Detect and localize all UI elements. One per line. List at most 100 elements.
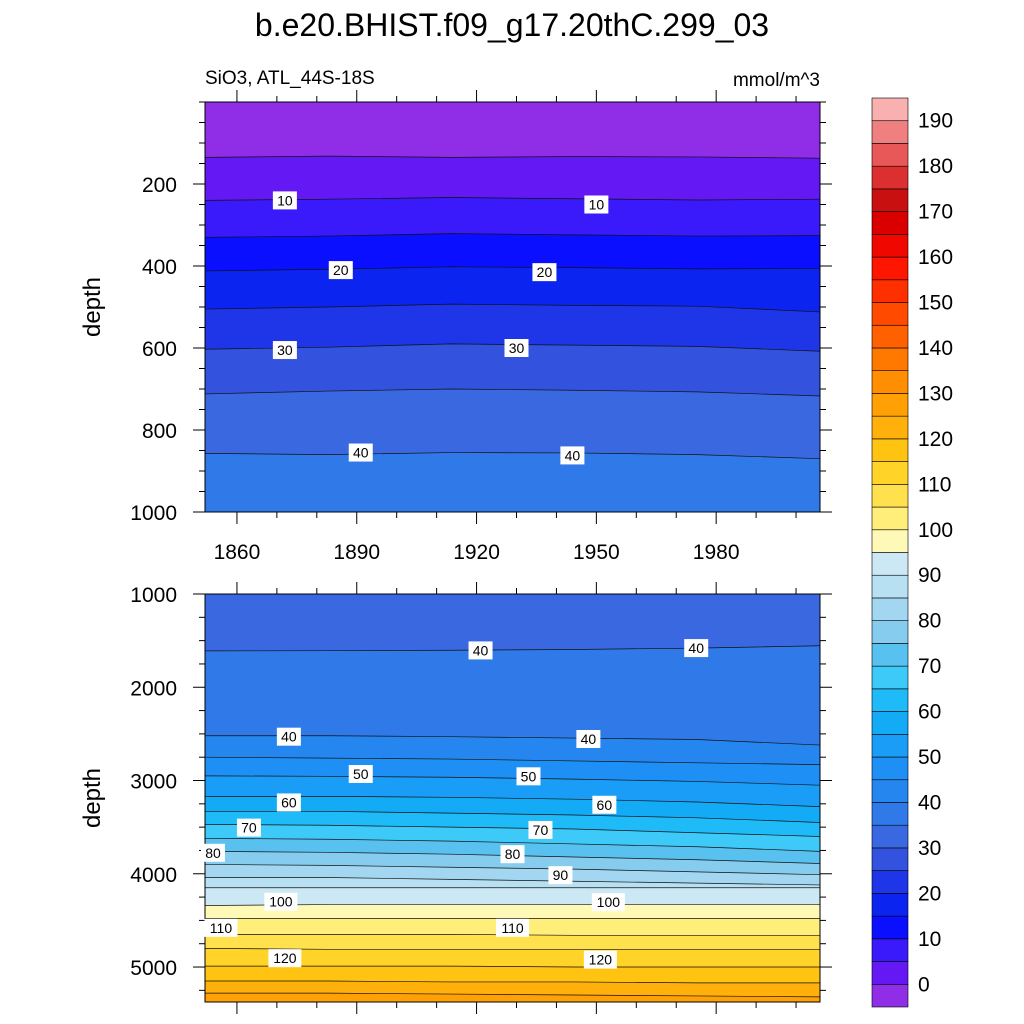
colorbar-swatch (871, 529, 909, 553)
svg-text:40: 40 (473, 642, 489, 658)
colorbar-label: 20 (918, 882, 941, 905)
contour-label: 60 (592, 795, 617, 814)
colorbar-label: 10 (918, 928, 941, 951)
colorbar-label: 70 (918, 655, 941, 678)
x-tick-label: 1920 (453, 541, 500, 564)
colorbar: 0 10 20 30 40 50 60 70 80 90 100 110 120 130 140 150 160… (871, 97, 953, 1008)
contour-label: 110 (204, 918, 238, 937)
svg-text:60: 60 (281, 794, 297, 810)
colorbar-swatch (871, 415, 909, 440)
colorbar-swatch (871, 597, 909, 621)
colorbar-swatch (871, 665, 909, 690)
contour-label: 40 (348, 443, 373, 462)
colorbar-swatch (871, 802, 909, 826)
svg-text:50: 50 (521, 768, 537, 784)
colorbar-swatch (871, 643, 909, 667)
svg-text:80: 80 (205, 845, 221, 861)
colorbar-label: 90 (918, 564, 941, 587)
svg-text:30: 30 (509, 340, 525, 356)
colorbar-swatch (871, 484, 909, 508)
contour-band (205, 965, 820, 984)
contour-label: 90 (548, 866, 573, 885)
x-tick-label: 1980 (693, 541, 740, 564)
colorbar-label: 130 (918, 382, 953, 405)
y-tick-label: 2000 (130, 677, 177, 700)
colorbar-swatch (871, 393, 909, 417)
svg-text:80: 80 (505, 846, 521, 862)
contour-line (205, 904, 820, 906)
colorbar-swatch (871, 983, 909, 1008)
svg-text:40: 40 (565, 447, 581, 463)
colorbar-swatch (871, 688, 909, 712)
colorbar-swatch (871, 120, 909, 144)
colorbar-label: 140 (918, 337, 953, 360)
contour-line (205, 992, 820, 998)
colorbar-label: 60 (918, 701, 941, 724)
contour-line (205, 155, 820, 159)
colorbar-swatch (871, 165, 909, 190)
svg-text:120: 120 (589, 952, 613, 968)
colorbar-swatch (871, 824, 909, 849)
colorbar-swatch (871, 574, 909, 599)
contour-line (205, 810, 820, 823)
svg-text:60: 60 (597, 797, 613, 813)
contour-label: 40 (684, 639, 709, 658)
contour-line (205, 837, 820, 852)
colorbar-swatch (871, 779, 909, 803)
y-tick-label: 200 (142, 174, 177, 197)
contour-label: 120 (268, 949, 302, 968)
contour-line (205, 645, 820, 652)
contour-band (205, 102, 820, 159)
y-axis-label: depth (79, 277, 106, 337)
contour-label: 40 (468, 641, 493, 660)
colorbar-swatch (871, 711, 909, 735)
colorbar-label: 50 (918, 746, 941, 769)
contour-band (205, 233, 820, 272)
svg-text:100: 100 (597, 894, 621, 910)
contour-line (205, 877, 820, 886)
colorbar-swatch (871, 211, 909, 235)
contour-label: 110 (496, 918, 529, 937)
colorbar-swatch (871, 847, 909, 871)
colorbar-swatch (871, 915, 909, 940)
colorbar-swatch (871, 870, 909, 894)
colorbar-swatch (871, 461, 909, 485)
colorbar-swatch (871, 347, 909, 372)
y-tick-label: 5000 (130, 957, 177, 980)
colorbar-label: 80 (918, 610, 941, 633)
colorbar-label: 100 (918, 519, 953, 542)
contour-label: 40 (276, 727, 301, 746)
colorbar-swatch (871, 552, 909, 576)
contour-line (205, 980, 820, 984)
x-tick-label: 1950 (573, 541, 620, 564)
svg-text:110: 110 (501, 920, 524, 936)
colorbar-label: 180 (918, 155, 953, 178)
svg-text:20: 20 (537, 264, 553, 280)
colorbar-swatch (871, 324, 909, 349)
contour-band (205, 197, 820, 238)
svg-text:70: 70 (533, 822, 549, 838)
contour-label: 50 (516, 767, 541, 786)
contour-label: 50 (348, 764, 373, 783)
svg-text:100: 100 (269, 894, 293, 910)
colorbar-swatch (871, 893, 909, 917)
y-tick-label: 4000 (130, 864, 177, 887)
contour-label: 30 (272, 341, 297, 360)
contour-line (205, 452, 820, 460)
contour-label: 70 (528, 820, 553, 839)
svg-text:120: 120 (273, 950, 297, 966)
contour-label: 40 (560, 446, 585, 465)
upper-contour-panel: 1860 1890 1920 1950 1980 200 400 600 800 1000 dept… (79, 90, 832, 564)
colorbar-label: 150 (918, 292, 953, 315)
colorbar-label: 0 (918, 973, 930, 996)
svg-text:40: 40 (353, 445, 369, 461)
colorbar-swatch (871, 961, 909, 985)
colorbar-swatch (871, 438, 909, 462)
contour-label: 60 (276, 793, 301, 812)
colorbar-swatch (871, 370, 909, 394)
colorbar-label: 190 (918, 110, 953, 133)
contour-line (205, 756, 820, 766)
y-tick-label: 1000 (130, 584, 177, 607)
y-tick-label: 1000 (130, 502, 177, 525)
chart-title: b.e20.BHIST.f09_g17.20thC.299_03 (255, 7, 769, 43)
